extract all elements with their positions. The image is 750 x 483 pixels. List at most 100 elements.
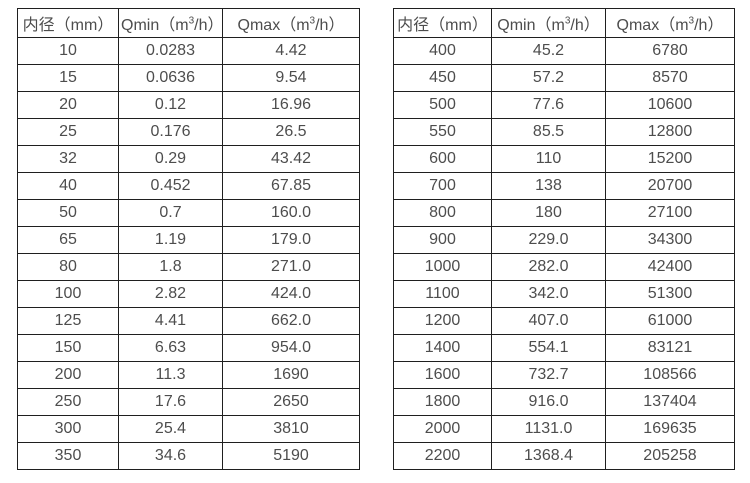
cell-qmax: 12800 <box>605 118 735 146</box>
cell-qmin: 554.1 <box>491 334 606 362</box>
cell-qmin: 1.8 <box>118 253 223 281</box>
cell-qmax: 662.0 <box>222 307 360 335</box>
table-row: 2200 1368.4 205258 <box>393 442 735 470</box>
table-row: 400 45.2 6780 <box>393 37 735 65</box>
cell-qmin: 1.19 <box>118 226 223 254</box>
cell-qmin: 57.2 <box>491 64 606 92</box>
cubed-superscript: 3 <box>688 15 695 27</box>
cell-qmax: 108566 <box>605 361 735 389</box>
cell-qmin: 0.0283 <box>118 37 223 65</box>
table-row: 2000 1131.0 169635 <box>393 415 735 443</box>
table-row: 15 0.0636 9.54 <box>17 64 360 92</box>
cell-qmin: 1368.4 <box>491 442 606 470</box>
cell-diameter: 32 <box>17 145 119 173</box>
column-header-qmax: Qmax（m3/h） <box>222 8 360 38</box>
column-header-qmax: Qmax（m3/h） <box>605 8 735 38</box>
qmax-unit-text: /h） <box>694 17 724 34</box>
cell-diameter: 65 <box>17 226 119 254</box>
cell-diameter: 600 <box>393 145 492 173</box>
cell-diameter: 1200 <box>393 307 492 335</box>
cell-diameter: 550 <box>393 118 492 146</box>
table-row: 1800 916.0 137404 <box>393 388 735 416</box>
cell-qmin: 407.0 <box>491 307 606 335</box>
cell-diameter: 500 <box>393 91 492 119</box>
cell-diameter: 15 <box>17 64 119 92</box>
cell-diameter: 1000 <box>393 253 492 281</box>
cell-qmax: 43.42 <box>222 145 360 173</box>
cell-qmin: 916.0 <box>491 388 606 416</box>
cell-diameter: 100 <box>17 280 119 308</box>
cell-qmax: 137404 <box>605 388 735 416</box>
cell-diameter: 1800 <box>393 388 492 416</box>
cell-qmin: 0.7 <box>118 199 223 227</box>
table-row: 1400 554.1 83121 <box>393 334 735 362</box>
table-row: 250 17.6 2650 <box>17 388 360 416</box>
cell-diameter: 300 <box>17 415 119 443</box>
cell-diameter: 800 <box>393 199 492 227</box>
table-row: 1200 407.0 61000 <box>393 307 735 335</box>
cell-qmax: 34300 <box>605 226 735 254</box>
qmax-label-text: Qmax（m <box>237 17 310 34</box>
cell-diameter: 50 <box>17 199 119 227</box>
cell-qmax: 51300 <box>605 280 735 308</box>
cell-qmin: 77.6 <box>491 91 606 119</box>
table-row: 32 0.29 43.42 <box>17 145 360 173</box>
cell-qmax: 61000 <box>605 307 735 335</box>
cell-qmin: 0.0636 <box>118 64 223 92</box>
column-header-diameter: 内径（mm） <box>393 8 492 38</box>
cell-qmax: 6780 <box>605 37 735 65</box>
table-row: 550 85.5 12800 <box>393 118 735 146</box>
cell-qmin: 45.2 <box>491 37 606 65</box>
cell-qmax: 179.0 <box>222 226 360 254</box>
column-header-qmin: Qmin（m3/h） <box>118 8 223 38</box>
cell-qmin: 180 <box>491 199 606 227</box>
qmin-label-text: Qmin（m <box>121 17 189 34</box>
cell-qmax: 8570 <box>605 64 735 92</box>
cell-diameter: 1100 <box>393 280 492 308</box>
cell-qmin: 11.3 <box>118 361 223 389</box>
cell-qmin: 2.82 <box>118 280 223 308</box>
cell-qmax: 10600 <box>605 91 735 119</box>
cell-qmin: 110 <box>491 145 606 173</box>
cell-diameter: 1400 <box>393 334 492 362</box>
table-row: 1600 732.7 108566 <box>393 361 735 389</box>
table-row: 450 57.2 8570 <box>393 64 735 92</box>
cell-diameter: 200 <box>17 361 119 389</box>
flow-spec-tables: 内径（mm） Qmin（m3/h） Qmax（m3/h） 10 0.0283 4… <box>17 8 735 470</box>
cell-diameter: 10 <box>17 37 119 65</box>
cell-qmin: 342.0 <box>491 280 606 308</box>
cell-diameter: 900 <box>393 226 492 254</box>
cell-qmax: 2650 <box>222 388 360 416</box>
cell-diameter: 450 <box>393 64 492 92</box>
cell-qmin: 6.63 <box>118 334 223 362</box>
cell-diameter: 2200 <box>393 442 492 470</box>
cell-qmin: 0.452 <box>118 172 223 200</box>
cell-diameter: 2000 <box>393 415 492 443</box>
cell-qmin: 85.5 <box>491 118 606 146</box>
qmax-label-text: Qmax（m <box>616 17 689 34</box>
cell-qmax: 954.0 <box>222 334 360 362</box>
cell-qmin: 0.29 <box>118 145 223 173</box>
cell-qmax: 9.54 <box>222 64 360 92</box>
table-row: 50 0.7 160.0 <box>17 199 360 227</box>
cell-qmax: 26.5 <box>222 118 360 146</box>
column-header-qmin: Qmin（m3/h） <box>491 8 606 38</box>
cell-qmin: 138 <box>491 172 606 200</box>
table-row: 10 0.0283 4.42 <box>17 37 360 65</box>
qmin-unit-text: /h） <box>570 17 600 34</box>
table-row: 25 0.176 26.5 <box>17 118 360 146</box>
table-row: 65 1.19 179.0 <box>17 226 360 254</box>
table-row: 40 0.452 67.85 <box>17 172 360 200</box>
table-row: 1100 342.0 51300 <box>393 280 735 308</box>
header-row: 内径（mm） Qmin（m3/h） Qmax（m3/h） <box>17 8 360 38</box>
cell-qmin: 1131.0 <box>491 415 606 443</box>
table-row: 900 229.0 34300 <box>393 226 735 254</box>
cell-qmax: 83121 <box>605 334 735 362</box>
cell-qmax: 16.96 <box>222 91 360 119</box>
cell-qmax: 5190 <box>222 442 360 470</box>
cell-diameter: 150 <box>17 334 119 362</box>
cell-diameter: 700 <box>393 172 492 200</box>
cell-qmin: 17.6 <box>118 388 223 416</box>
cubed-superscript: 3 <box>564 15 571 27</box>
